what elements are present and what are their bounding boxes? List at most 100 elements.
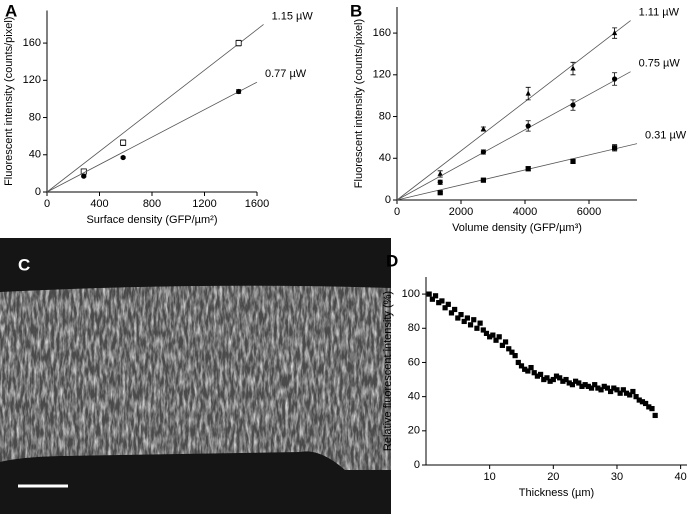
- data-point: [592, 382, 598, 388]
- y-tick-label: 160: [373, 27, 391, 39]
- data-point: [518, 363, 525, 369]
- data-point: [236, 88, 242, 95]
- data-point: [630, 388, 636, 395]
- data-point: [525, 123, 531, 129]
- x-tick-label: 1600: [245, 198, 269, 210]
- data-point: [483, 330, 490, 336]
- data-point: [480, 149, 486, 155]
- data-point: [612, 76, 618, 82]
- x-tick-label: 400: [90, 198, 108, 210]
- y-tick-label: 0: [385, 194, 391, 206]
- data-point: [627, 392, 633, 398]
- series-label: 0.77 µW: [265, 68, 307, 80]
- data-point: [525, 166, 531, 172]
- data-point: [474, 325, 480, 331]
- data-point: [612, 145, 618, 151]
- series-label: 0.75 µW: [639, 58, 681, 70]
- data-point: [544, 375, 550, 381]
- panel-label: B: [350, 1, 362, 20]
- y-tick-label: 160: [23, 37, 41, 49]
- x-axis-title: Volume density (GFP/µm³): [452, 222, 582, 234]
- data-point: [455, 315, 461, 321]
- data-point: [120, 154, 126, 161]
- data-point: [643, 400, 649, 407]
- data-point: [506, 346, 512, 352]
- y-axis-title: Fluorescent intensity (counts/pixel): [3, 17, 15, 186]
- data-point: [509, 349, 515, 355]
- x-tick-label: 4000: [513, 206, 537, 218]
- data-point: [437, 179, 443, 185]
- data-point: [490, 332, 496, 338]
- data-point: [601, 383, 607, 389]
- data-point: [432, 293, 439, 299]
- data-point: [557, 375, 563, 381]
- y-tick-label: 0: [414, 459, 420, 471]
- data-point: [598, 387, 604, 393]
- y-tick-label: 0: [35, 186, 41, 198]
- data-point: [614, 387, 620, 393]
- x-tick-label: 0: [44, 198, 50, 210]
- data-point: [595, 385, 601, 391]
- data-point: [617, 390, 623, 396]
- data-point: [582, 382, 588, 388]
- data-point: [502, 339, 509, 345]
- data-point: [499, 342, 505, 348]
- data-point: [525, 90, 531, 96]
- data-point: [437, 190, 443, 196]
- data-point: [623, 390, 630, 396]
- y-tick-label: 80: [29, 111, 41, 123]
- chart-panel: B 0 40 80 120 160 0 2000 4000 6000 Volume density …: [350, 1, 687, 233]
- data-point: [560, 378, 566, 384]
- data-point: [537, 371, 544, 378]
- x-tick-label: 20: [547, 471, 559, 483]
- data-point: [553, 373, 560, 379]
- fit-line: [46, 81, 258, 193]
- x-axis-title: Thickness (µm): [519, 487, 594, 499]
- x-tick-label: 1200: [192, 198, 216, 210]
- data-point: [437, 170, 443, 176]
- data-point: [612, 29, 618, 36]
- data-point: [480, 327, 486, 333]
- x-tick-label: 6000: [577, 206, 601, 218]
- data-point: [563, 376, 569, 383]
- y-tick-label: 80: [408, 322, 420, 334]
- tissue: [0, 285, 391, 470]
- data-point: [522, 366, 528, 372]
- data-point: [467, 322, 474, 328]
- data-point: [576, 380, 582, 386]
- panel-label: A: [5, 1, 17, 20]
- data-point: [464, 315, 470, 321]
- y-tick-label: 80: [379, 110, 391, 122]
- y-tick-label: 40: [29, 149, 41, 161]
- data-point: [633, 394, 639, 400]
- data-point: [439, 298, 445, 304]
- data-point: [120, 139, 127, 146]
- data-point: [569, 382, 576, 388]
- x-tick-label: 40: [675, 471, 687, 483]
- data-point: [445, 301, 451, 307]
- data-point: [426, 291, 432, 297]
- data-point: [493, 337, 499, 343]
- y-tick-label: 60: [408, 356, 420, 368]
- y-axis-title: Fluorescent intensity (counts/pixel): [353, 19, 365, 188]
- y-tick-label: 120: [373, 69, 391, 81]
- data-point: [649, 406, 655, 412]
- data-point: [477, 320, 483, 326]
- series-label: 0.31 µW: [645, 130, 687, 142]
- data-point: [639, 399, 646, 405]
- data-point: [458, 312, 464, 318]
- data-point: [570, 158, 576, 164]
- panel-label: D: [386, 251, 398, 270]
- data-point: [235, 40, 242, 47]
- data-point: [608, 388, 614, 395]
- x-tick-label: 800: [143, 198, 161, 210]
- y-tick-label: 40: [408, 391, 420, 403]
- data-point: [646, 404, 652, 410]
- data-point: [572, 378, 579, 384]
- data-point: [480, 125, 486, 132]
- data-point: [452, 306, 458, 313]
- series-label: 1.15 µW: [272, 10, 314, 22]
- data-point: [528, 364, 534, 371]
